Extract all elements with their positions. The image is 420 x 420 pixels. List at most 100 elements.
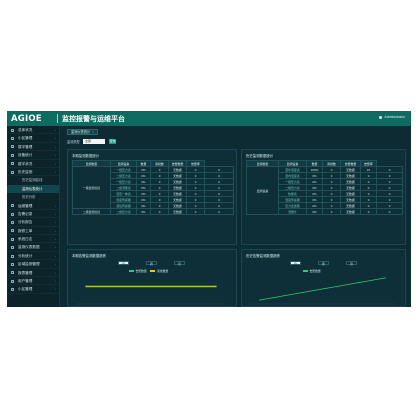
chevron-right-icon: › <box>55 161 56 166</box>
sidebar-item-label: 历史监测曲线 <box>22 178 43 183</box>
range-month-button[interactable]: 月 <box>346 261 357 266</box>
table-row: 二级压力表 0% 0 无数据 0 0 <box>73 172 234 179</box>
range-week-button[interactable]: 周 <box>146 261 157 266</box>
current-trend-panel: 本期告警监测数据趋势 日 周 月 告警数量 离线数量 <box>67 249 237 307</box>
data-point[interactable] <box>384 277 386 279</box>
sidebar-item-19[interactable]: 小区管理 › <box>7 285 59 294</box>
chevron-right-icon: › <box>55 287 56 292</box>
table-cell: 0 <box>186 208 205 215</box>
menu-icon <box>11 279 14 283</box>
range-week-button[interactable]: 周 <box>318 261 329 266</box>
table-row: 温压一体表 0% 0 无数据 0 0 <box>73 190 234 197</box>
sidebar-item-label: 历史监测 <box>18 169 33 174</box>
chart-legend: 告警数量 <box>300 269 321 273</box>
sidebar-subitem-6[interactable]: 历史监测曲线 <box>7 176 59 184</box>
sidebar-item-9[interactable]: 运维管理 › <box>7 202 59 210</box>
chevron-right-icon: › <box>55 270 56 275</box>
panel-title: 本期监测数据统计 <box>72 154 100 158</box>
table-cell: 0 <box>204 208 234 215</box>
range-month-button[interactable]: 月 <box>174 261 185 266</box>
filter-label: 监测类型 <box>67 140 80 144</box>
history-trend-chart <box>250 277 395 305</box>
sidebar-item-4[interactable]: 楼宇状况 › <box>7 160 59 168</box>
chevron-right-icon: › <box>55 262 56 267</box>
legend-label-offline: 离线数量 <box>156 269 169 273</box>
sidebar-item-12[interactable]: 报修工单 › <box>7 227 59 236</box>
series-line-0 <box>259 277 386 301</box>
chevron-right-icon: › <box>55 144 56 149</box>
menu-icon <box>11 170 14 174</box>
table-cell: 无数据 <box>340 208 361 215</box>
device-name-link[interactable]: 流量计 <box>278 208 307 215</box>
data-point[interactable] <box>85 285 87 287</box>
sidebar-item-label: 用户管理 <box>18 279 33 284</box>
close-icon[interactable]: × <box>92 130 94 134</box>
type-select[interactable]: 全部 <box>83 139 105 144</box>
sidebar-item-10[interactable]: 告警记录 › <box>7 210 59 219</box>
group-cell: 监测设备 <box>246 166 279 215</box>
menu-icon <box>11 162 14 166</box>
sidebar-item-label: 监测仪表数据 <box>18 245 40 250</box>
range-day-button[interactable]: 日 <box>290 261 301 266</box>
sidebar-item-1[interactable]: 小区管理 › <box>7 134 59 143</box>
top-bar: AGIOE 监控报警与运维平台 Administrator <box>7 111 411 126</box>
table-cell: 无数据 <box>168 208 187 215</box>
current-trend-chart <box>76 285 226 305</box>
table-row: 一级监测点位 一级压力表 0% 0 无数据 0 0 <box>72 166 234 209</box>
sidebar-item-18[interactable]: 用户管理 › <box>7 277 59 286</box>
chevron-right-icon: › <box>55 220 56 225</box>
menu-icon <box>11 212 14 216</box>
table-row: 流量计 0% 0 无数据 0 0 <box>247 208 403 215</box>
menu-icon <box>11 229 14 233</box>
sidebar-item-label: 小区管理 <box>18 287 33 292</box>
sidebar: 总体状况 › 小区管理 › 楼宇管理 › 设备统计 › 楼宇状况 › 历史监测 › 历史监测曲线 监测仪表… <box>7 126 60 307</box>
menu-icon <box>11 271 14 275</box>
data-point[interactable] <box>215 285 217 287</box>
chevron-right-icon: › <box>55 237 56 242</box>
sidebar-item-label: 告警记录 <box>18 211 33 216</box>
device-name-link[interactable]: 二级压力表 <box>110 208 137 215</box>
sidebar-item-15[interactable]: 分析统计 › <box>7 252 59 261</box>
sidebar-item-3[interactable]: 设备统计 › <box>7 151 59 160</box>
chevron-right-icon: › <box>55 279 56 284</box>
sidebar-item-2[interactable]: 楼宇管理 › <box>7 143 59 152</box>
menu-icon <box>11 220 14 224</box>
brand-logo: AGIOE <box>11 114 42 124</box>
sidebar-item-label: 总体状况 <box>18 128 33 132</box>
menu-icon <box>11 288 14 292</box>
tab-monitor-stats[interactable]: 监测仪表统计 × <box>67 129 98 135</box>
sidebar-item-5[interactable]: 历史监测 › <box>7 168 59 177</box>
table-cell: 0% <box>306 208 323 215</box>
sidebar-subitem-8[interactable]: 历史分析 <box>7 193 59 201</box>
panel-title: 历史告警监测数据趋势 <box>246 254 280 258</box>
sidebar-subitem-7[interactable]: 监测仪表统计 <box>7 184 59 194</box>
sidebar-item-17[interactable]: 报表管理 › <box>7 269 59 278</box>
legend-swatch-alarm <box>303 270 308 273</box>
table-cell: 0 <box>150 208 169 215</box>
sidebar-item-13[interactable]: 系统日志 › <box>7 235 59 244</box>
range-day-button[interactable]: 日 <box>118 261 129 266</box>
user-name: Administrator <box>384 115 405 119</box>
sidebar-item-label: 监测仪表统计 <box>22 186 43 191</box>
sidebar-item-11[interactable]: 分析报告 › <box>7 218 59 227</box>
menu-icon <box>11 254 14 258</box>
query-button[interactable]: 查询 <box>109 139 116 144</box>
table-cell: 0 <box>322 208 341 215</box>
sidebar-item-label: 分析报告 <box>18 220 33 225</box>
sidebar-item-label: 系统日志 <box>18 237 33 242</box>
legend-label-alarm: 告警数量 <box>135 269 147 273</box>
data-point[interactable] <box>259 299 261 301</box>
group-cell: 二级监测点位 <box>72 208 111 215</box>
history-trend-panel: 历史告警监测数据趋势 日 周 月 告警数量 <box>241 249 406 307</box>
table-cell: 0 <box>376 208 403 215</box>
menu-icon <box>11 204 14 208</box>
panel-title: 历史监测数据统计 <box>246 154 274 158</box>
user-menu[interactable]: Administrator <box>379 115 405 119</box>
sidebar-item-16[interactable]: 区域监测管理 › <box>7 260 59 269</box>
sidebar-item-0[interactable]: 总体状况 › <box>7 126 59 135</box>
chevron-right-icon: › <box>55 228 56 233</box>
sidebar-item-label: 历史分析 <box>22 195 36 200</box>
history-stats-table: 监测类型 监测设备 数量 离线数 告警数量 告警率 监测设备 室外温度表 100% 0 无数据 10 0… <box>246 160 403 215</box>
sidebar-item-14[interactable]: 监测仪表数据 › <box>7 243 59 252</box>
menu-icon <box>11 262 14 266</box>
